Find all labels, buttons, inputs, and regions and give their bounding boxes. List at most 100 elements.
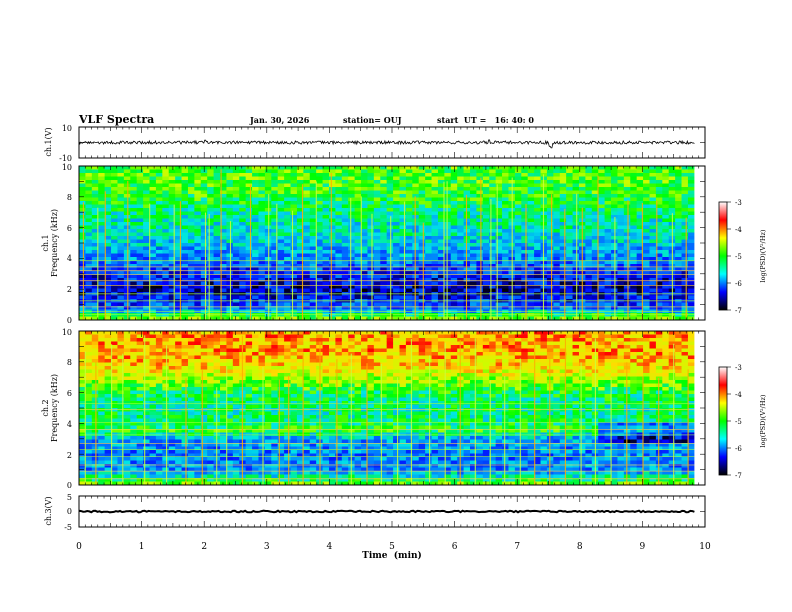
ch1-spectrogram-cell — [617, 236, 625, 240]
ch1-spectrogram-cell — [591, 180, 599, 184]
ch1-spectrogram-cell — [380, 204, 388, 209]
ch1-spectrogram-cell — [386, 260, 394, 265]
ch1-spectrogram-cell — [175, 208, 182, 212]
ch1-spectrogram-cell — [668, 166, 676, 170]
ch1-spectrogram-cell — [252, 295, 259, 300]
ch1-spectrogram-cell — [303, 278, 311, 282]
ch1-spectrogram-cell — [450, 197, 458, 202]
ch1-spectrogram-cell — [226, 215, 234, 219]
ch1-spectrogram-cell — [508, 166, 516, 170]
ch1-spectrogram-cell — [425, 201, 432, 205]
ch1-spectrogram-cell — [566, 190, 573, 195]
ch1-spectrogram-cell — [566, 302, 573, 307]
ch1-spectrogram-cell — [348, 281, 356, 286]
ch1-spectrogram-cell — [316, 204, 323, 209]
ch1-spectrogram-cell — [585, 246, 593, 251]
ch1-spectrogram-cell — [335, 306, 343, 310]
ch1-spectrogram-cell — [341, 208, 349, 212]
ch1-spectrogram-cell — [482, 204, 490, 209]
ch1-spectrogram-cell — [239, 306, 247, 310]
ch1-spectrogram-cell — [527, 295, 535, 300]
ch1-spectrogram-cell — [559, 183, 567, 188]
ch1-spectrogram-cell — [181, 183, 189, 188]
ch1-spectrogram-cell — [136, 243, 144, 247]
ch1-spectrogram-cell — [226, 176, 234, 181]
ch1-spectrogram-cell — [168, 253, 176, 258]
ch2-spectrogram-cell — [85, 387, 93, 391]
ch1-spectrogram-cell — [303, 222, 311, 226]
ch1-spectrogram-cell — [258, 197, 266, 202]
ch1-spectrogram-cell — [348, 211, 356, 216]
ch1-spectrogram-cell — [290, 222, 298, 226]
ch1-spectrogram-cell — [155, 176, 163, 181]
ch1-spectrogram-cell — [341, 236, 349, 240]
ch1-spectrogram-cell — [457, 204, 464, 209]
ch1-spectrogram-cell — [662, 257, 670, 261]
ch1-spectrogram-cell — [290, 183, 298, 188]
ch1-spectrogram-cell — [604, 218, 612, 223]
ch1-spectrogram-cell — [136, 187, 144, 191]
ch1-spectrogram-cell — [431, 222, 439, 226]
ch1-spectrogram-cell — [559, 243, 567, 247]
ch1-spectrogram-cell — [200, 278, 208, 282]
ch1-spectrogram-cell — [207, 194, 215, 198]
ch1-spectrogram-cell — [361, 176, 368, 181]
ch1-spectrogram-cell — [623, 239, 631, 244]
ch1-spectrogram-cell — [220, 187, 227, 191]
ch1-spectrogram-cell — [502, 278, 509, 282]
ch1-spectrogram-cell — [611, 169, 618, 174]
ch1-spectrogram-cell — [566, 173, 573, 177]
ch1-spectrogram-cell — [495, 176, 503, 181]
ch1-spectrogram-cell — [79, 187, 86, 191]
ch1-spectrogram-cell — [123, 176, 131, 181]
ch1-spectrogram-cell — [239, 215, 247, 219]
ch1-spectrogram-cell — [437, 222, 445, 226]
ch1-spectrogram-cell — [155, 260, 163, 265]
ch1-spectrogram-cell — [226, 288, 234, 293]
ch1-spectrogram-cell — [630, 187, 638, 191]
ch1-spectrogram-cell — [316, 246, 323, 251]
ch1-spectrogram-cell — [168, 173, 176, 177]
ch1-spectrogram-cell — [386, 281, 394, 286]
ch1-spectrogram-cell — [367, 274, 375, 279]
ch1-spectrogram-cell — [405, 166, 413, 170]
ch1-spectrogram-cell — [643, 169, 650, 174]
ch2-spectrogram-cell — [85, 457, 93, 461]
ch1-spectrogram-cell — [431, 211, 439, 216]
ch1-spectrogram-cell — [534, 306, 541, 310]
ch1-spectrogram-cell — [335, 197, 343, 202]
ch1-spectrogram-cell — [290, 215, 298, 219]
ch1-spectrogram-cell — [572, 316, 580, 321]
ch1-spectrogram-cell — [514, 197, 522, 202]
ch1-spectrogram-cell — [623, 281, 631, 286]
ch1-spectrogram-cell — [79, 218, 86, 223]
ch1-spectrogram-cell — [277, 183, 285, 188]
ch1-spectrogram-cell — [373, 285, 381, 289]
ch1-spectrogram-cell — [655, 187, 663, 191]
ch1-spectrogram-cell — [130, 257, 138, 261]
ch1-spectrogram-cell — [482, 166, 490, 170]
ch1-spectrogram-cell — [476, 197, 484, 202]
ch1-spectrogram-cell — [79, 229, 86, 233]
ch1-spectrogram-cell — [566, 267, 573, 272]
ch1-spectrogram-cell — [187, 211, 195, 216]
ch1-spectrogram-cell — [335, 211, 343, 216]
ch1-spectrogram-cell — [187, 239, 195, 244]
ch2-spectrogram-cell — [98, 338, 106, 342]
ch1-spectrogram-cell — [258, 278, 266, 282]
ch1-spectrogram-cell — [162, 180, 170, 184]
ch2-spectrogram-cell — [85, 429, 93, 433]
ch2-spectrogram-cell — [98, 348, 106, 353]
ch1-spectrogram-cell — [252, 250, 259, 254]
ch1-spectrogram-cell — [130, 204, 138, 209]
ch1-spectrogram-cell — [617, 166, 625, 170]
ch1-spectrogram-cell — [200, 274, 208, 279]
ch1-spectrogram-cell — [348, 183, 356, 188]
ch1-spectrogram-cell — [502, 264, 509, 268]
ch1-spectrogram-cell — [444, 211, 452, 216]
ch1-spectrogram-cell — [98, 201, 106, 205]
ch1-spectrogram-cell — [271, 166, 279, 170]
ch1-spectrogram-cell — [437, 267, 445, 272]
ch1-spectrogram-cell — [630, 264, 638, 268]
ch1-spectrogram-cell — [534, 166, 541, 170]
